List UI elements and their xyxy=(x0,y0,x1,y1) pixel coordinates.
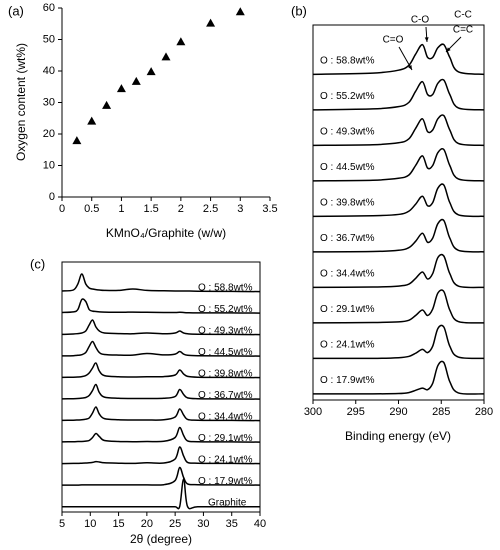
spectrum-line xyxy=(61,298,261,314)
data-point xyxy=(235,7,245,16)
spectrum-line xyxy=(312,289,485,324)
series-label: Graphite xyxy=(208,498,247,509)
x-tick-label: 40 xyxy=(254,518,266,530)
y-tick-label: 30 xyxy=(43,96,55,108)
x-tick-label: 30 xyxy=(197,518,209,530)
x-tick-label: 5 xyxy=(59,518,65,530)
x-tick-label: 20 xyxy=(141,518,153,530)
panel: (c) 5 10 15 20 25 30 35 40 2θ (degree) O : 58.8wt%… xyxy=(30,256,266,546)
series-label: O : 24.1wt% xyxy=(198,455,253,466)
series-label: O : 55.2wt% xyxy=(320,91,375,102)
series-label: O : 17.9wt% xyxy=(198,476,253,487)
x-tick-label: 2.5 xyxy=(203,203,218,215)
series-label: O : 39.8wt% xyxy=(198,369,253,380)
peak-annotation: C-C xyxy=(454,10,472,21)
series-label: O : 29.1wt% xyxy=(320,304,375,315)
series-label: O : 44.5wt% xyxy=(320,162,375,173)
spectrum-line xyxy=(312,360,485,395)
series-label: O : 55.2wt% xyxy=(198,304,253,315)
x-axis-label: KMnO₄/Graphite (w/w) xyxy=(106,226,226,240)
peak-annotation: C=C xyxy=(453,25,473,36)
y-tick-label: 20 xyxy=(43,128,55,140)
y-tick-label: 40 xyxy=(43,65,55,77)
x-tick-label: 1 xyxy=(118,203,124,215)
arrow-head xyxy=(424,37,429,42)
x-tick-label: 3.5 xyxy=(262,203,277,215)
x-tick-label: 3 xyxy=(237,203,243,215)
spectrum-line xyxy=(61,383,261,400)
series-label: O : 34.4wt% xyxy=(320,269,375,280)
x-tick-label: 285 xyxy=(432,406,450,418)
x-axis-label: 2θ (degree) xyxy=(130,532,192,546)
y-tick-label: 50 xyxy=(43,33,55,45)
series-label: O : 44.5wt% xyxy=(198,347,253,358)
x-tick-label: 290 xyxy=(389,406,407,418)
x-tick-label: 0 xyxy=(59,203,65,215)
data-point xyxy=(131,76,141,85)
y-tick-label: 60 xyxy=(43,2,55,14)
arrow-head xyxy=(408,65,412,70)
spectrum-line xyxy=(61,273,261,293)
spectrum-line xyxy=(312,253,485,289)
data-point xyxy=(116,84,126,93)
data-point xyxy=(146,67,156,76)
x-tick-label: 35 xyxy=(226,518,238,530)
x-tick-label: 10 xyxy=(84,518,96,530)
spectrum-line xyxy=(312,43,485,76)
x-tick-label: 2 xyxy=(178,203,184,215)
x-tick-label: 15 xyxy=(112,518,124,530)
panel-label: (a) xyxy=(8,3,24,18)
series-label: O : 49.3wt% xyxy=(320,127,375,138)
series-label: O : 36.7wt% xyxy=(320,233,375,244)
spectrum-line xyxy=(312,114,485,147)
x-axis-label: Binding energy (eV) xyxy=(345,429,451,443)
series-label: O : 49.3wt% xyxy=(198,326,253,337)
x-tick-label: 295 xyxy=(347,406,365,418)
y-tick-label: 10 xyxy=(43,159,55,171)
series-label: O : 17.9wt% xyxy=(320,375,375,386)
data-point xyxy=(102,100,112,109)
spectrum-line xyxy=(61,446,261,465)
data-point xyxy=(72,136,82,145)
arrow-head xyxy=(446,47,451,52)
panel: (b) 300 295 290 285 280 Binding energy (eV) O :… xyxy=(291,3,493,443)
x-tick-label: 0.5 xyxy=(84,203,99,215)
y-axis-label: Oxygen content (wt%) xyxy=(14,43,28,161)
spectrum-line xyxy=(312,78,485,111)
series-label: O : 58.8wt% xyxy=(320,56,375,67)
spectrum-line xyxy=(61,426,261,443)
spectrum-line xyxy=(62,478,260,510)
peak-annotation: C-O xyxy=(411,15,430,26)
x-tick-label: 300 xyxy=(304,406,322,418)
spectrum-line xyxy=(61,319,261,336)
series-label: O : 39.8wt% xyxy=(320,198,375,209)
series-label: O : 36.7wt% xyxy=(198,390,253,401)
x-tick-label: 1.5 xyxy=(143,203,158,215)
series-label: O : 29.1wt% xyxy=(198,433,253,444)
panel-label: (b) xyxy=(291,3,307,18)
spectrum-line xyxy=(61,406,261,422)
spectrum-line xyxy=(312,147,485,182)
data-point xyxy=(206,18,216,27)
spectrum-line xyxy=(61,340,261,357)
series-label: O : 58.8wt% xyxy=(198,283,253,294)
panel: (a) 0 0.5 1 1.5 2 2.5 3 3.5 KMnO₄/Graphite (w/w) 0… xyxy=(8,2,278,240)
y-tick-label: 0 xyxy=(49,191,55,203)
series-label: O : 24.1wt% xyxy=(320,340,375,351)
peak-annotation: C=O xyxy=(383,35,404,46)
spectrum-line xyxy=(312,218,485,253)
x-tick-label: 280 xyxy=(475,406,493,418)
spectrum-line xyxy=(312,324,485,360)
series-label: O : 34.4wt% xyxy=(198,412,253,423)
spectrum-line xyxy=(61,466,261,486)
panel-label: (c) xyxy=(30,256,45,271)
plot-frame xyxy=(61,261,261,513)
spectrum-line xyxy=(312,183,485,218)
data-point xyxy=(161,52,171,61)
spectrum-line xyxy=(61,362,261,379)
data-point xyxy=(87,116,97,125)
data-point xyxy=(176,37,186,46)
x-tick-label: 25 xyxy=(169,518,181,530)
